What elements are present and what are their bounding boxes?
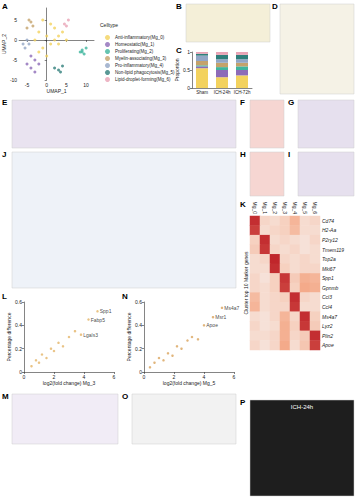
svg-text:ICH-24h: ICH-24h [214,90,231,95]
svg-text:0.6: 0.6 [15,299,22,305]
svg-text:I: I [288,150,290,159]
svg-text:5: 5 [65,82,68,88]
svg-text:Proportion: Proportion [174,58,180,81]
svg-text:UMAP_1: UMAP_1 [47,88,67,94]
svg-text:L: L [2,292,7,301]
svg-text:-5: -5 [25,82,30,88]
svg-text:0.6: 0.6 [135,299,142,305]
svg-text:log2(fold change) Mg_3: log2(fold change) Mg_3 [43,380,96,386]
svg-text:Top2a: Top2a [322,256,336,262]
svg-text:H: H [240,150,246,159]
svg-text:0: 0 [139,369,142,375]
svg-text:Celltype: Celltype [100,22,118,28]
svg-text:Lgals3: Lgals3 [83,332,98,338]
svg-text:0: 0 [14,37,17,43]
svg-text:F: F [240,98,245,107]
svg-text:1: 1 [187,49,190,55]
svg-text:Lyz2: Lyz2 [322,323,333,329]
svg-text:6: 6 [233,374,236,380]
svg-text:0: 0 [187,85,190,91]
svg-text:M: M [2,392,9,401]
svg-text:D: D [272,2,278,11]
svg-text:ICH-24h: ICH-24h [291,404,313,410]
svg-text:Percentage difference: Percentage difference [6,312,12,361]
svg-text:Cluster top 10 Marker genes: Cluster top 10 Marker genes [243,251,249,315]
svg-text:P2ry12: P2ry12 [322,237,338,243]
svg-text:G: G [288,98,294,107]
svg-text:0: 0 [23,374,26,380]
svg-text:Ccl4: Ccl4 [322,304,332,310]
svg-text:4: 4 [83,374,86,380]
svg-text:Mki67: Mki67 [322,266,336,272]
svg-text:Mg_2: Mg_2 [272,201,278,214]
svg-text:UMAP_2: UMAP_2 [1,34,7,54]
svg-text:Mg_6: Mg_6 [312,201,318,214]
svg-text:Plin2: Plin2 [322,333,333,339]
svg-text:0: 0 [19,369,22,375]
svg-text:Percentage difference: Percentage difference [126,312,132,361]
svg-text:E: E [2,98,8,107]
svg-text:A: A [2,2,8,11]
svg-text:N: N [122,292,128,301]
svg-text:Mg_3: Mg_3 [282,201,288,214]
svg-text:2: 2 [53,374,56,380]
svg-text:0.5: 0.5 [183,67,190,73]
svg-text:Ccl3: Ccl3 [322,294,332,300]
svg-text:Cd74: Cd74 [322,218,334,224]
svg-text:Ms4a7: Ms4a7 [322,314,337,320]
svg-text:Non-lipid phagocytosis(Mg_5): Non-lipid phagocytosis(Mg_5) [115,70,175,75]
svg-text:Mg_0: Mg_0 [252,201,258,214]
svg-text:Pro-inflammatory(Mg_4): Pro-inflammatory(Mg_4) [115,63,164,68]
svg-text:0.2: 0.2 [15,346,22,352]
svg-text:0.4: 0.4 [15,322,22,328]
svg-text:Fabp5: Fabp5 [91,317,105,323]
svg-text:Msr1: Msr1 [215,314,226,320]
svg-text:-5: -5 [13,57,18,63]
svg-text:log2(fold change) Mg_5: log2(fold change) Mg_5 [163,380,216,386]
svg-text:Apoe: Apoe [321,342,334,348]
svg-text:Mg_4: Mg_4 [292,201,298,214]
svg-text:Spp1: Spp1 [100,308,112,314]
svg-text:2: 2 [173,374,176,380]
svg-text:Myelin-associating(Mg_3): Myelin-associating(Mg_3) [115,56,167,61]
svg-text:P: P [240,398,246,407]
svg-text:Anti-inflammatory(Mg_0): Anti-inflammatory(Mg_0) [115,35,165,40]
svg-text:Spp1: Spp1 [322,275,334,281]
svg-text:Mg_1: Mg_1 [262,201,268,214]
svg-text:10: 10 [83,82,89,88]
svg-text:ICH-72h: ICH-72h [234,90,251,95]
svg-text:Homeostatic(Mg_1): Homeostatic(Mg_1) [115,42,155,47]
svg-text:B: B [176,2,182,11]
svg-text:0: 0 [45,82,48,88]
svg-text:0.4: 0.4 [135,322,142,328]
svg-text:Ms4a7: Ms4a7 [224,305,239,311]
svg-text:6: 6 [113,374,116,380]
svg-text:4: 4 [203,374,206,380]
svg-text:0: 0 [143,374,146,380]
svg-text:K: K [240,200,246,209]
svg-text:O: O [122,392,128,401]
svg-text:Proliferating(Mg_2): Proliferating(Mg_2) [115,49,154,54]
svg-text:Mg_5: Mg_5 [302,201,308,214]
svg-text:-10: -10 [10,77,17,83]
svg-text:Apoe: Apoe [206,322,218,328]
svg-text:Gpnmb: Gpnmb [322,285,339,291]
svg-text:Sham: Sham [196,90,208,95]
svg-text:J: J [2,150,6,159]
svg-text:H2-Aa: H2-Aa [322,227,336,233]
svg-text:Tmem119: Tmem119 [322,247,344,253]
svg-text:Lipid-droplet-forming(Mg_6): Lipid-droplet-forming(Mg_6) [115,77,171,82]
svg-text:5: 5 [14,17,17,23]
svg-text:0.2: 0.2 [135,346,142,352]
svg-text:C: C [176,46,182,55]
